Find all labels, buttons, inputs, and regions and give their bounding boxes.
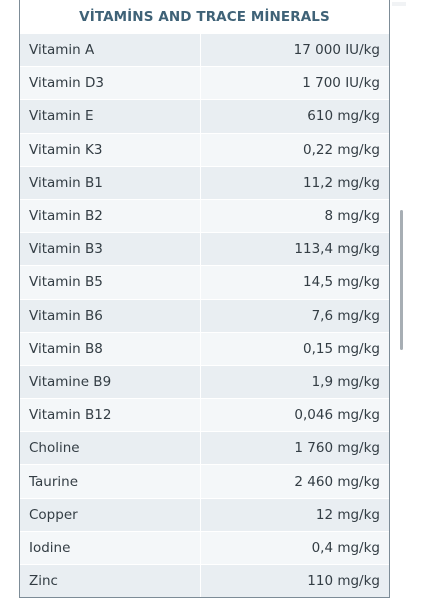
nutrient-name: Vitamin B5: [20, 266, 201, 299]
nutrient-value: 1 760 mg/kg: [294, 440, 380, 457]
nutrient-name: Vitamin B12: [20, 399, 201, 432]
table-row: Vitamin B8 0,15 mg/kg: [20, 331, 389, 365]
nutrient-value: 110 mg/kg: [307, 573, 380, 590]
table-row: Vitamin B1 11,2 mg/kg: [20, 165, 389, 199]
nutrition-table: VİTAMİNS AND TRACE MİNERALS Vitamin A 17 …: [19, 0, 390, 598]
table-body: Vitamin A 17 000 IU/kg Vitamin D3 1 700 IU/…: [20, 33, 389, 598]
table-row: Vitamin B5 14,5 mg/kg: [20, 265, 389, 299]
nutrient-value: 17 000 IU/kg: [293, 42, 380, 59]
nutrient-name: Vitamin B1: [20, 166, 201, 199]
nutrient-value: 12 mg/kg: [315, 506, 380, 523]
table-row: Vitamin D3 1 700 IU/kg: [20, 66, 389, 100]
nutrient-value: 14,5 mg/kg: [302, 274, 380, 291]
nutrient-value: 8 mg/kg: [324, 208, 380, 225]
nutrient-name: Vitamin B3: [20, 233, 201, 266]
scroll-shadow: [392, 2, 406, 6]
nutrient-value: 7,6 mg/kg: [311, 307, 380, 324]
table-row: Vitamin B2 8 mg/kg: [20, 198, 389, 233]
nutrient-name: Vitamin K3: [20, 133, 201, 166]
table-title: VİTAMİNS AND TRACE MİNERALS: [79, 8, 330, 25]
vertical-scrollbar[interactable]: [400, 210, 403, 350]
nutrient-name: Taurine: [20, 465, 201, 498]
table-row: Copper 12 mg/kg: [20, 497, 389, 531]
table-row: Vitamine B9 1,9 mg/kg: [20, 364, 389, 399]
nutrient-value: 0,046 mg/kg: [294, 407, 380, 424]
nutrient-value: 0,4 mg/kg: [311, 539, 380, 556]
nutrient-name: Vitamin E: [20, 100, 201, 133]
table-row: Vitamin K3 0,22 mg/kg: [20, 132, 389, 166]
nutrient-name: Vitamin A: [20, 34, 201, 67]
table-row: Vitamin B6 7,6 mg/kg: [20, 298, 389, 332]
nutrient-name: Zinc: [20, 565, 201, 598]
table-row: Taurine 2 460 mg/kg: [20, 464, 389, 498]
nutrient-name: Copper: [20, 498, 201, 531]
nutrient-value: 0,22 mg/kg: [302, 141, 380, 158]
nutrient-value: 610 mg/kg: [307, 108, 380, 125]
nutrient-name: Vitamin B8: [20, 332, 201, 365]
nutrient-name: Iodine: [20, 531, 201, 564]
table-row: Vitamin A 17 000 IU/kg: [20, 33, 389, 67]
nutrient-value: 1,9 mg/kg: [311, 373, 380, 390]
table-row: Choline 1 760 mg/kg: [20, 431, 389, 465]
nutrient-name: Vitamin B2: [20, 199, 201, 233]
nutrient-value: 113,4 mg/kg: [294, 241, 380, 258]
nutrient-name: Vitamin D3: [20, 67, 201, 100]
table-row: Iodine 0,4 mg/kg: [20, 530, 389, 564]
table-row: Vitamin E 610 mg/kg: [20, 99, 389, 133]
table-row: Vitamin B12 0,046 mg/kg: [20, 398, 389, 432]
nutrient-name: Choline: [20, 432, 201, 465]
table-row: Zinc 110 mg/kg: [20, 564, 389, 598]
table-row: Vitamin B3 113,4 mg/kg: [20, 232, 389, 266]
nutrient-value: 11,2 mg/kg: [302, 174, 380, 191]
nutrient-value: 2 460 mg/kg: [294, 473, 380, 490]
nutrient-value: 1 700 IU/kg: [302, 75, 380, 92]
nutrient-name: Vitamine B9: [20, 365, 201, 399]
nutrient-name: Vitamin B6: [20, 299, 201, 332]
nutrient-value: 0,15 mg/kg: [302, 340, 380, 357]
